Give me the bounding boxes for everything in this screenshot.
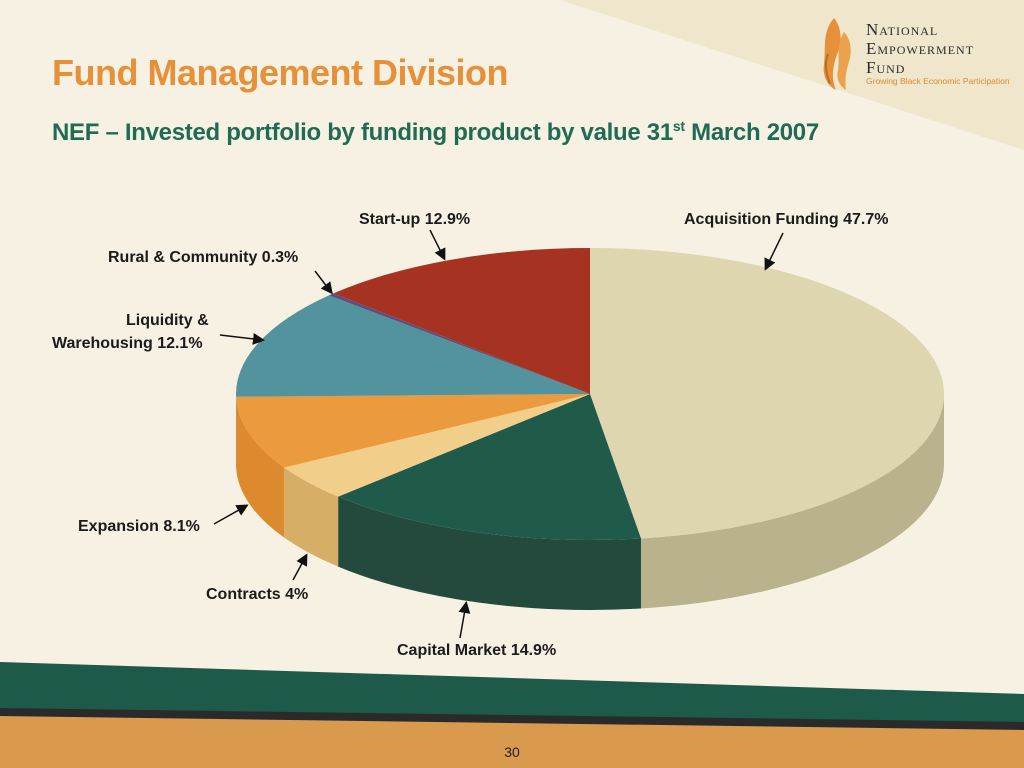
subtitle-end: March 2007	[684, 119, 819, 146]
page-number: 30	[504, 744, 520, 760]
label-liquidity-line2: Warehousing 12.1%	[52, 335, 203, 352]
label-rural: Rural & Community 0.3%	[108, 249, 299, 266]
arrow-capital-market	[458, 601, 471, 639]
pie-slice-acquisition-funding	[590, 248, 944, 539]
bottom-orange-band	[0, 716, 1024, 768]
top-right-wedge	[560, 0, 1024, 150]
label-liquidity-line1: Liquidity &	[126, 312, 209, 329]
pie-slice-rural-community	[328, 293, 590, 394]
flame-logo-icon	[823, 18, 851, 90]
arrow-liquidity	[219, 332, 265, 345]
arrow-startup	[429, 229, 446, 261]
pie-side-contracts	[284, 467, 339, 567]
pie-slice-contracts	[284, 394, 590, 497]
logo-tagline: Growing Black Economic Participation	[866, 76, 1010, 86]
logo-line-2: Empowerment	[866, 39, 975, 58]
leader-arrows	[213, 229, 784, 639]
arrow-contracts	[292, 553, 308, 581]
pie-slice-start-up	[333, 248, 590, 394]
page-title: Fund Management Division	[52, 52, 509, 93]
logo-line-1: National	[866, 20, 939, 39]
arrow-rural	[314, 270, 333, 295]
arrow-expansion	[213, 504, 249, 525]
pie-tops	[236, 248, 944, 540]
pie-slice-expansion	[236, 394, 591, 468]
pie-side-acquisition-funding	[640, 394, 944, 609]
label-capital-market: Capital Market 14.9%	[397, 642, 557, 659]
logo-line-3: Fund	[866, 58, 906, 77]
label-startup: Start-up 12.9%	[359, 211, 471, 228]
pie-slice-liquidity-warehousing	[236, 295, 590, 397]
pie-side-expansion	[236, 396, 285, 538]
label-contracts: Contracts 4%	[206, 586, 309, 603]
subtitle-superscript: st	[672, 118, 685, 134]
subtitle-main: NEF – Invested portfolio by funding prod…	[52, 119, 673, 146]
page-subtitle: NEF – Invested portfolio by funding prod…	[52, 118, 819, 147]
pie-sides	[236, 394, 944, 610]
nef-logo: National Empowerment Fund Growing Black …	[816, 14, 1016, 94]
logo-wordmark: National Empowerment Fund	[866, 20, 974, 77]
pie-side-capital-market	[338, 496, 641, 610]
arrow-acquisition	[764, 232, 784, 271]
pie-slice-capital-market	[338, 394, 641, 540]
label-expansion: Expansion 8.1%	[78, 518, 200, 535]
label-acquisition: Acquisition Funding 47.7%	[684, 211, 889, 228]
